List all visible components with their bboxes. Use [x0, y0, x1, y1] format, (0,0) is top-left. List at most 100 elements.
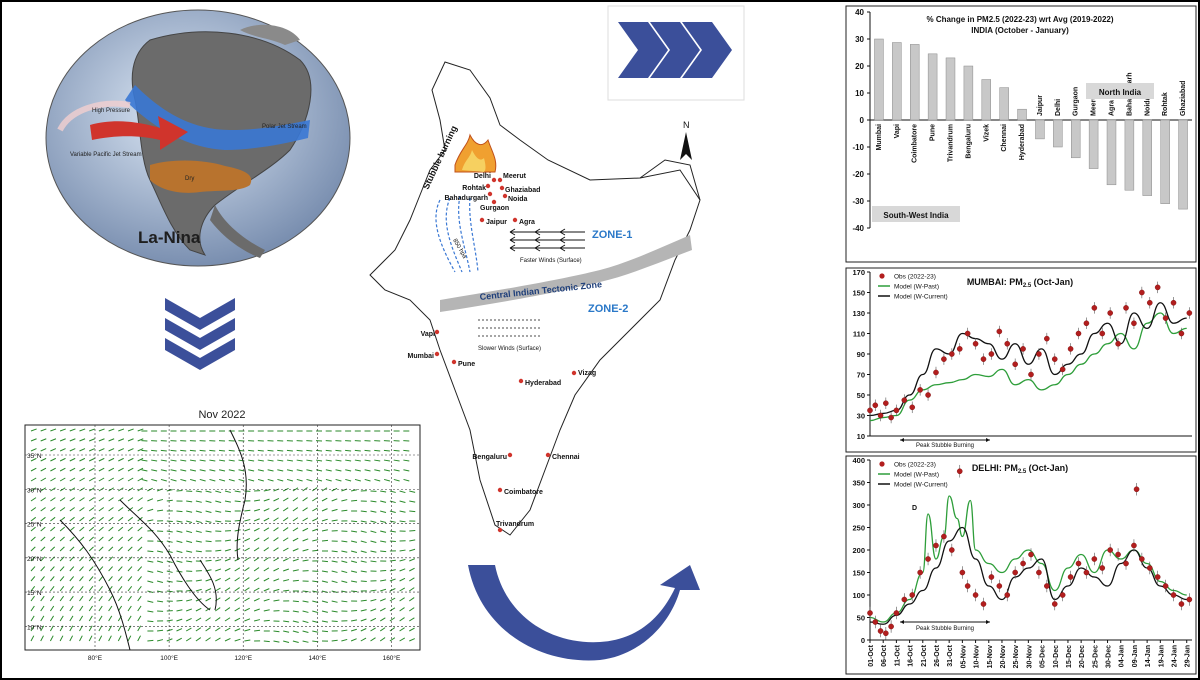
wind-vector — [137, 605, 142, 612]
wind-vector — [79, 516, 85, 522]
bar-category-label: Noida — [1144, 96, 1151, 116]
delhi-peak-label: Peak Stubble Burning — [916, 626, 974, 632]
wind-vector — [147, 498, 154, 502]
wind-vector — [215, 500, 222, 503]
city-dot — [545, 452, 551, 458]
wind-vector — [30, 595, 35, 602]
wind-vector — [209, 469, 216, 472]
wind-vector — [88, 546, 94, 552]
wind-vector — [50, 507, 56, 512]
wind-vector — [409, 539, 416, 542]
bar-chart-yaxis: 40 30 20 10 0 -10 -20 -30 -40 — [852, 8, 1192, 233]
wind-vector — [253, 518, 260, 522]
wind-vector — [360, 637, 367, 642]
wind-vector — [108, 585, 113, 592]
wind-vector — [166, 499, 173, 502]
wind-vector — [108, 428, 115, 432]
wind-vector — [379, 627, 386, 632]
wind-vector — [215, 577, 221, 582]
wind-vector — [166, 560, 173, 564]
wind-vector — [141, 449, 148, 452]
wind-vector — [137, 576, 142, 582]
wind-vector — [147, 639, 154, 642]
mumbai-yaxis: 170 150 130 110 90 70 50 30 10 — [852, 268, 1192, 441]
wind-vector — [399, 549, 406, 552]
wind-vector — [117, 516, 124, 522]
wind-vector — [370, 530, 377, 534]
wind-vector — [331, 610, 338, 613]
wind-vector — [30, 566, 36, 572]
wind-vector — [306, 449, 313, 452]
lon-tick-label: 120°E — [234, 654, 252, 662]
wind-vector — [253, 547, 260, 552]
wind-vector — [137, 595, 142, 602]
wind-vector — [409, 597, 415, 602]
wind-vector — [286, 469, 294, 472]
obs-point — [956, 468, 963, 475]
bar-delhi — [1053, 119, 1063, 148]
obs-point — [883, 630, 889, 637]
wind-vector — [156, 550, 164, 553]
wind-vector — [79, 566, 84, 572]
wind-vector — [205, 637, 211, 642]
wind-vector — [137, 487, 144, 492]
wind-vector — [341, 638, 348, 642]
wind-vector — [234, 597, 240, 602]
bar-category-label: Hyderabad — [1019, 124, 1026, 160]
wind-vector — [98, 428, 105, 432]
wind-vector — [40, 635, 44, 642]
wind-vector — [40, 556, 46, 562]
wind-vector — [50, 457, 57, 462]
wind-vector — [273, 599, 280, 602]
wind-vector — [341, 580, 348, 583]
obs-point — [1139, 289, 1145, 296]
arctic-land — [240, 24, 300, 45]
wind-vector — [166, 570, 173, 573]
wind-vector — [302, 600, 309, 603]
x-tick-label: 19-Jan — [1158, 645, 1165, 667]
wind-vector — [176, 560, 183, 563]
wind-vector — [195, 490, 202, 493]
globe-label-polar-jet: Polar Jet Stream — [262, 124, 307, 130]
city-dot — [485, 183, 491, 189]
wind-vector — [108, 457, 115, 462]
wind-vector — [209, 478, 216, 482]
wind-vector — [253, 557, 260, 562]
wind-vector — [403, 449, 410, 452]
wind-vector — [30, 467, 37, 472]
x-tick-label: 09-Jan — [1132, 645, 1139, 667]
wind-vector — [253, 567, 260, 572]
wind-vector — [286, 478, 294, 482]
obs-point — [933, 542, 939, 549]
wind-vector — [219, 478, 226, 482]
wind-vector — [273, 547, 279, 552]
wind-vector — [341, 540, 348, 543]
wind-vector — [282, 517, 289, 522]
wind-vector — [40, 497, 46, 502]
x-tick-label: 04-Jan — [1119, 645, 1126, 667]
wind-vector — [195, 530, 202, 533]
obs-point — [1083, 569, 1090, 576]
wind-vector — [108, 516, 114, 522]
wind-vector — [69, 585, 74, 592]
wind-vector — [219, 469, 226, 472]
bar-chart-subtitle: INDIA (October - January) — [971, 26, 1069, 35]
obs-point — [1115, 551, 1121, 558]
wind-vector — [389, 559, 396, 562]
south-west-india-box — [872, 206, 960, 222]
legend-label: Model (W-Current) — [894, 294, 948, 301]
wind-vector — [380, 569, 387, 572]
city-dot — [502, 193, 508, 199]
wind-vector — [186, 530, 193, 534]
lat-tick-label: 10°N — [27, 623, 42, 631]
wind-vector — [117, 585, 123, 592]
obs-point — [988, 574, 995, 580]
city-label: Delhi — [474, 173, 491, 180]
globe-label-dry: Dry — [185, 176, 194, 182]
obs-point — [996, 328, 1003, 335]
wind-vector — [79, 595, 84, 602]
wind-vector — [399, 587, 406, 592]
wind-vector — [79, 536, 85, 542]
wind-vector — [224, 539, 231, 542]
wind-vector — [302, 517, 309, 522]
